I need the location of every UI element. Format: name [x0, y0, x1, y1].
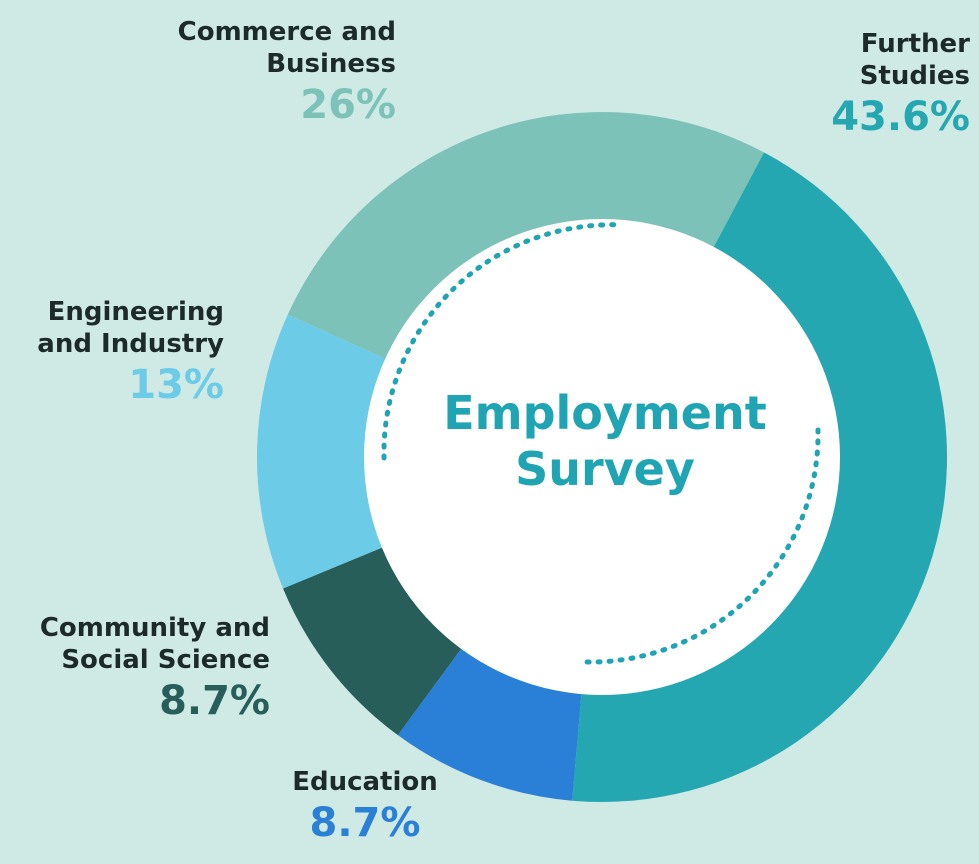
label-community-social-science: Community and Social Science 8.7% [0, 612, 270, 726]
slice-percent: 26% [300, 82, 396, 128]
donut-hole [364, 219, 840, 695]
slice-name: Engineering and Industry [37, 297, 224, 359]
label-education: Education 8.7% [270, 766, 460, 848]
slice-percent: 8.7% [159, 678, 270, 724]
label-engineering-industry: Engineering and Industry 13% [0, 296, 224, 410]
slice-percent: 43.6% [831, 94, 970, 140]
dotted-arc-left [381, 222, 625, 461]
slice-name: Further Studies [859, 29, 970, 91]
dotted-arc-right [582, 427, 821, 665]
slice-percent: 8.7% [309, 800, 421, 846]
slice-percent: 13% [128, 362, 224, 408]
slice-name: Commerce and Business [177, 17, 396, 79]
label-commerce-business: Commerce and Business 26% [100, 16, 396, 130]
label-further-studies: Further Studies 43.6% [760, 28, 970, 142]
slice-name: Community and Social Science [39, 613, 270, 675]
chart-title: Employment Survey [443, 386, 767, 496]
slice-name: Education [292, 767, 438, 797]
